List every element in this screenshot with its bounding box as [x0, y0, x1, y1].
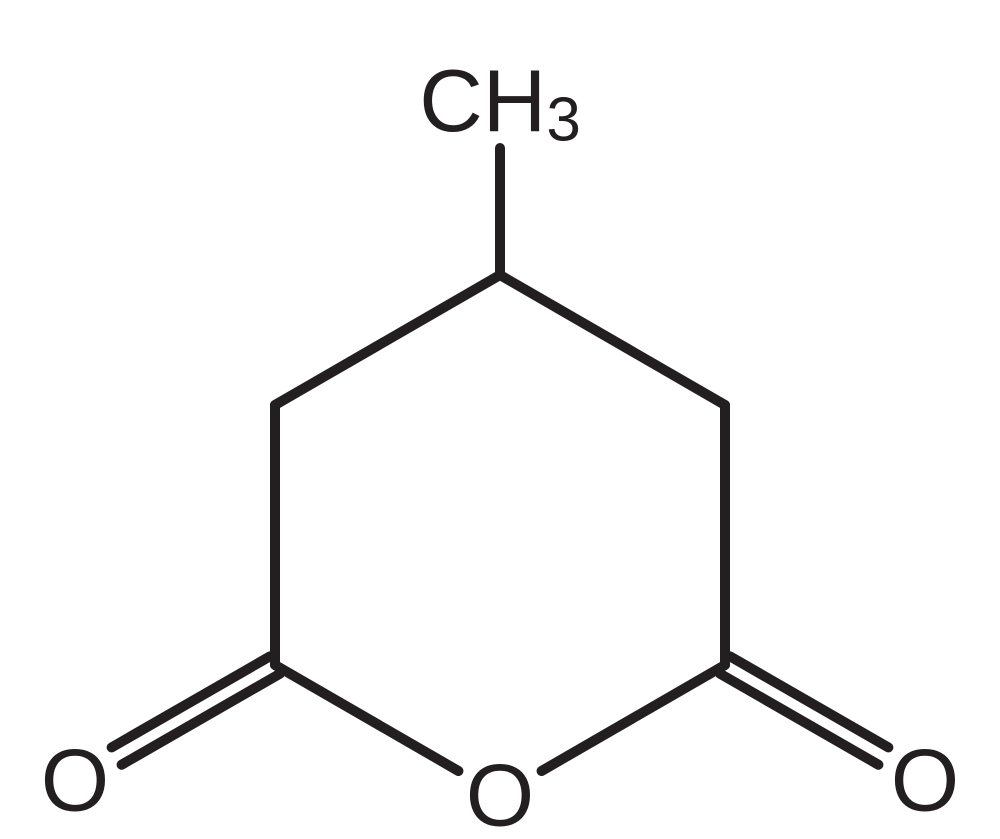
atom-label-CH3: CH3	[419, 51, 581, 154]
molecule-svg: O O O CH3	[0, 0, 1000, 839]
atom-label-O_left: O	[41, 731, 109, 830]
chemical-structure: O O O CH3	[0, 0, 1000, 839]
atom-label-O_ring: O	[466, 746, 534, 839]
atom-label-O_right: O	[891, 731, 959, 830]
